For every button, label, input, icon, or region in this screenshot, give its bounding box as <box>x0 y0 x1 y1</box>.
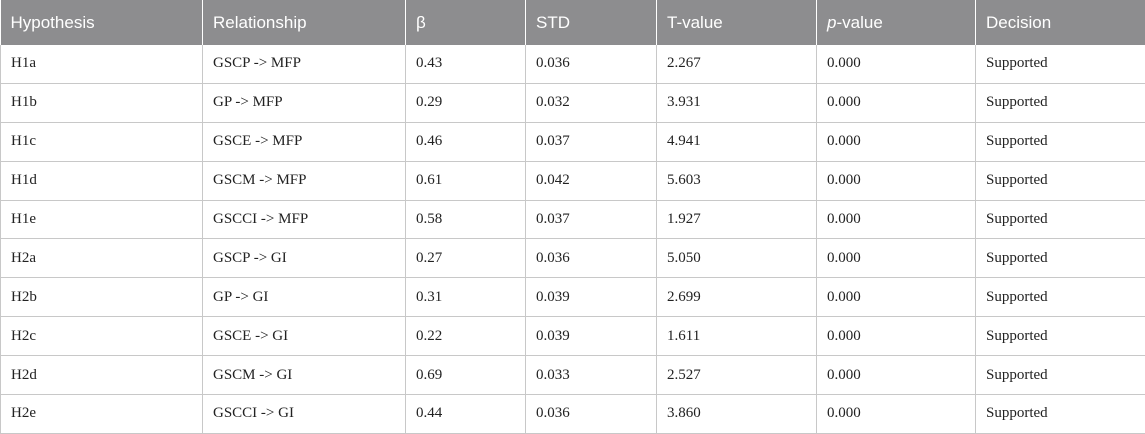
cell-decision: Supported <box>975 121 1145 162</box>
header-p-italic: p <box>827 12 837 32</box>
header-beta: β <box>405 0 526 45</box>
cell-decision: Supported <box>975 45 1145 84</box>
cell-p-value: 0.000 <box>816 82 976 123</box>
cell-hypothesis: H2e <box>0 394 203 434</box>
cell-hypothesis: H1c <box>0 121 203 162</box>
cell-relationship: GSCE -> GI <box>202 316 406 357</box>
cell-t-value: 1.611 <box>656 316 817 357</box>
cell-std: 0.037 <box>525 121 657 162</box>
cell-p-value: 0.000 <box>816 355 976 396</box>
cell-decision: Supported <box>975 277 1145 318</box>
cell-relationship: GSCE -> MFP <box>202 121 406 162</box>
table-row: H1e GSCCI -> MFP 0.58 0.037 1.927 0.000 Suppor… <box>0 199 1145 240</box>
table-row: H1a GSCP -> MFP 0.43 0.036 2.267 0.000 Support… <box>0 45 1145 84</box>
cell-std: 0.036 <box>525 238 657 279</box>
cell-p-value: 0.000 <box>816 394 976 434</box>
cell-hypothesis: H1e <box>0 199 203 240</box>
cell-p-value: 0.000 <box>816 45 976 84</box>
cell-decision: Supported <box>975 355 1145 396</box>
cell-std: 0.042 <box>525 160 657 201</box>
cell-t-value: 4.941 <box>656 121 817 162</box>
cell-hypothesis: H2d <box>0 355 203 396</box>
cell-hypothesis: H1a <box>0 45 203 84</box>
cell-t-value: 3.931 <box>656 82 817 123</box>
cell-decision: Supported <box>975 199 1145 240</box>
cell-relationship: GSCP -> GI <box>202 238 406 279</box>
cell-relationship: GSCCI -> GI <box>202 394 406 434</box>
cell-t-value: 3.860 <box>656 394 817 434</box>
cell-beta: 0.46 <box>405 121 526 162</box>
cell-std: 0.033 <box>525 355 657 396</box>
header-relationship: Relationship <box>202 0 406 45</box>
cell-std: 0.039 <box>525 277 657 318</box>
cell-t-value: 2.699 <box>656 277 817 318</box>
cell-beta: 0.61 <box>405 160 526 201</box>
header-decision: Decision <box>975 0 1145 45</box>
cell-t-value: 1.927 <box>656 199 817 240</box>
cell-std: 0.037 <box>525 199 657 240</box>
cell-t-value: 2.267 <box>656 45 817 84</box>
cell-relationship: GSCCI -> MFP <box>202 199 406 240</box>
header-t-value: T-value <box>656 0 817 45</box>
cell-beta: 0.69 <box>405 355 526 396</box>
header-std: STD <box>525 0 657 45</box>
cell-std: 0.039 <box>525 316 657 357</box>
cell-beta: 0.22 <box>405 316 526 357</box>
cell-decision: Supported <box>975 316 1145 357</box>
table-row: H1b GP -> MFP 0.29 0.032 3.931 0.000 Supported <box>0 82 1145 123</box>
cell-std: 0.032 <box>525 82 657 123</box>
cell-hypothesis: H1d <box>0 160 203 201</box>
cell-std: 0.036 <box>525 394 657 434</box>
cell-std: 0.036 <box>525 45 657 84</box>
table-row: H1d GSCM -> MFP 0.61 0.042 5.603 0.000 Support… <box>0 160 1145 201</box>
cell-decision: Supported <box>975 160 1145 201</box>
header-p-suffix: -value <box>836 12 883 32</box>
cell-decision: Supported <box>975 82 1145 123</box>
cell-hypothesis: H1b <box>0 82 203 123</box>
cell-decision: Supported <box>975 394 1145 434</box>
header-hypothesis: Hypothesis <box>0 0 203 45</box>
cell-beta: 0.27 <box>405 238 526 279</box>
cell-hypothesis: H2a <box>0 238 203 279</box>
cell-p-value: 0.000 <box>816 121 976 162</box>
table-row: H2c GSCE -> GI 0.22 0.039 1.611 0.000 Supporte… <box>0 316 1145 357</box>
table-row: H2e GSCCI -> GI 0.44 0.036 3.860 0.000 Support… <box>0 394 1145 434</box>
cell-relationship: GSCM -> GI <box>202 355 406 396</box>
header-row: Hypothesis Relationship β STD T-value p-… <box>0 0 1145 45</box>
cell-beta: 0.29 <box>405 82 526 123</box>
table-row: H2d GSCM -> GI 0.69 0.033 2.527 0.000 Supporte… <box>0 355 1145 396</box>
cell-beta: 0.44 <box>405 394 526 434</box>
cell-p-value: 0.000 <box>816 316 976 357</box>
cell-p-value: 0.000 <box>816 160 976 201</box>
header-p-value: p-value <box>816 0 976 45</box>
cell-beta: 0.31 <box>405 277 526 318</box>
cell-t-value: 5.050 <box>656 238 817 279</box>
cell-t-value: 2.527 <box>656 355 817 396</box>
table-row: H2b GP -> GI 0.31 0.039 2.699 0.000 Supported <box>0 277 1145 318</box>
cell-beta: 0.58 <box>405 199 526 240</box>
table-row: H1c GSCE -> MFP 0.46 0.037 4.941 0.000 Support… <box>0 121 1145 162</box>
cell-decision: Supported <box>975 238 1145 279</box>
table-body: H1a GSCP -> MFP 0.43 0.036 2.267 0.000 Support… <box>0 45 1145 434</box>
cell-relationship: GP -> GI <box>202 277 406 318</box>
cell-p-value: 0.000 <box>816 277 976 318</box>
cell-p-value: 0.000 <box>816 199 976 240</box>
cell-relationship: GP -> MFP <box>202 82 406 123</box>
cell-t-value: 5.603 <box>656 160 817 201</box>
cell-relationship: GSCM -> MFP <box>202 160 406 201</box>
cell-beta: 0.43 <box>405 45 526 84</box>
table-row: H2a GSCP -> GI 0.27 0.036 5.050 0.000 Supporte… <box>0 238 1145 279</box>
cell-hypothesis: H2c <box>0 316 203 357</box>
cell-hypothesis: H2b <box>0 277 203 318</box>
cell-relationship: GSCP -> MFP <box>202 45 406 84</box>
cell-p-value: 0.000 <box>816 238 976 279</box>
